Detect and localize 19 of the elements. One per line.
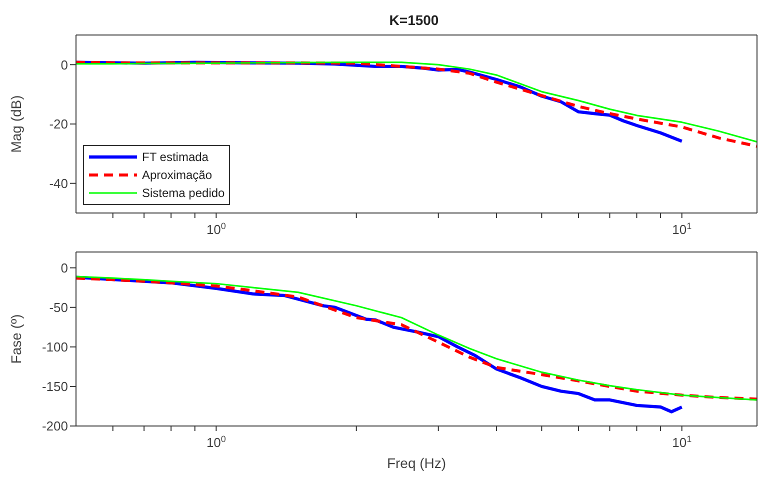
y-axis-title: Mag (dB) [8,95,24,153]
y-tick-label: 0 [60,260,68,276]
y-tick-label: -50 [49,300,68,315]
y-tick-label: -100 [42,340,68,355]
y-tick-label: -200 [42,418,68,434]
x-axis-title: Freq (Hz) [386,455,446,471]
y-axis-title: Fase (º) [8,314,24,364]
legend-label: Sistema pedido [142,186,225,200]
x-tick-label: 10$^{1}$ [672,221,692,237]
y-tick-label: -20 [49,116,68,132]
y-tick-label: 0 [60,57,68,72]
x-tick-label: 10$^{0}$ [206,434,226,450]
y-tick-label: -150 [42,379,68,394]
legend-label: FT estimada [142,150,208,164]
x-tick-label: 10$^{0}$ [206,221,226,237]
y-tick-label: -40 [49,176,68,191]
chart-title: K=1500 [388,12,440,28]
x-tick-label: 10$^{1}$ [672,434,692,450]
legend-label: Aproximação [142,168,212,182]
